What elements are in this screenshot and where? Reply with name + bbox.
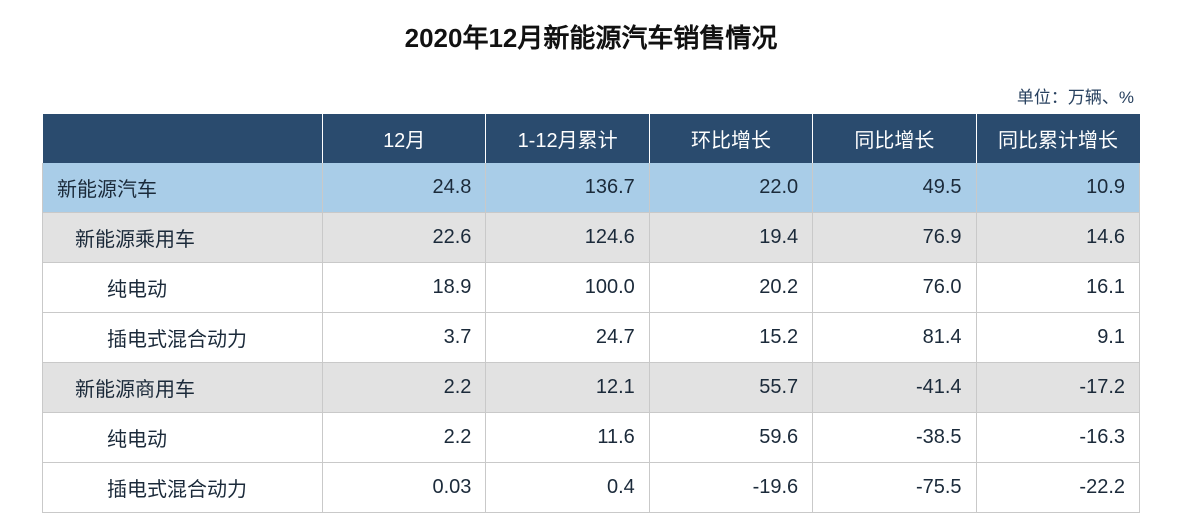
row-label: 新能源乘用车: [43, 213, 323, 263]
table-row: 纯电动2.211.659.6-38.5-16.3: [43, 413, 1140, 463]
cell-value: 55.7: [649, 363, 812, 413]
unit-label: 单位：万辆、%: [42, 83, 1140, 108]
cell-value: 11.6: [486, 413, 649, 463]
table-row: 纯电动18.9100.020.276.016.1: [43, 263, 1140, 313]
row-label: 新能源商用车: [43, 363, 323, 413]
col-header: 同比增长: [813, 114, 976, 163]
cell-value: 136.7: [486, 163, 649, 213]
col-header: 同比累计增长: [976, 114, 1139, 163]
cell-value: 0.03: [323, 463, 486, 513]
cell-value: 19.4: [649, 213, 812, 263]
cell-value: 24.7: [486, 313, 649, 363]
table-row: 新能源商用车2.212.155.7-41.4-17.2: [43, 363, 1140, 413]
row-label: 插电式混合动力: [43, 313, 323, 363]
row-label: 纯电动: [43, 413, 323, 463]
cell-value: 81.4: [813, 313, 976, 363]
table-header-row: 12月 1-12月累计 环比增长 同比增长 同比累计增长: [43, 114, 1140, 163]
table-row: 插电式混合动力0.030.4-19.6-75.5-22.2: [43, 463, 1140, 513]
page-title: 2020年12月新能源汽车销售情况: [42, 18, 1140, 55]
cell-value: 76.9: [813, 213, 976, 263]
cell-value: 12.1: [486, 363, 649, 413]
col-header: [43, 114, 323, 163]
cell-value: -22.2: [976, 463, 1139, 513]
col-header: 12月: [323, 114, 486, 163]
cell-value: -41.4: [813, 363, 976, 413]
cell-value: -17.2: [976, 363, 1139, 413]
cell-value: 76.0: [813, 263, 976, 313]
cell-value: 15.2: [649, 313, 812, 363]
row-label: 插电式混合动力: [43, 463, 323, 513]
cell-value: 16.1: [976, 263, 1139, 313]
table-row: 新能源汽车24.8136.722.049.510.9: [43, 163, 1140, 213]
cell-value: 22.0: [649, 163, 812, 213]
cell-value: 24.8: [323, 163, 486, 213]
cell-value: 2.2: [323, 363, 486, 413]
sales-table: 12月 1-12月累计 环比增长 同比增长 同比累计增长 新能源汽车24.813…: [42, 114, 1140, 513]
cell-value: 18.9: [323, 263, 486, 313]
cell-value: -75.5: [813, 463, 976, 513]
cell-value: 59.6: [649, 413, 812, 463]
cell-value: -38.5: [813, 413, 976, 463]
cell-value: 20.2: [649, 263, 812, 313]
row-label: 新能源汽车: [43, 163, 323, 213]
table-row: 新能源乘用车22.6124.619.476.914.6: [43, 213, 1140, 263]
table-row: 插电式混合动力3.724.715.281.49.1: [43, 313, 1140, 363]
cell-value: -19.6: [649, 463, 812, 513]
cell-value: 49.5: [813, 163, 976, 213]
row-label: 纯电动: [43, 263, 323, 313]
col-header: 1-12月累计: [486, 114, 649, 163]
cell-value: 14.6: [976, 213, 1139, 263]
cell-value: 9.1: [976, 313, 1139, 363]
cell-value: 100.0: [486, 263, 649, 313]
cell-value: 2.2: [323, 413, 486, 463]
cell-value: 124.6: [486, 213, 649, 263]
cell-value: -16.3: [976, 413, 1139, 463]
cell-value: 10.9: [976, 163, 1139, 213]
col-header: 环比增长: [649, 114, 812, 163]
cell-value: 0.4: [486, 463, 649, 513]
cell-value: 22.6: [323, 213, 486, 263]
cell-value: 3.7: [323, 313, 486, 363]
